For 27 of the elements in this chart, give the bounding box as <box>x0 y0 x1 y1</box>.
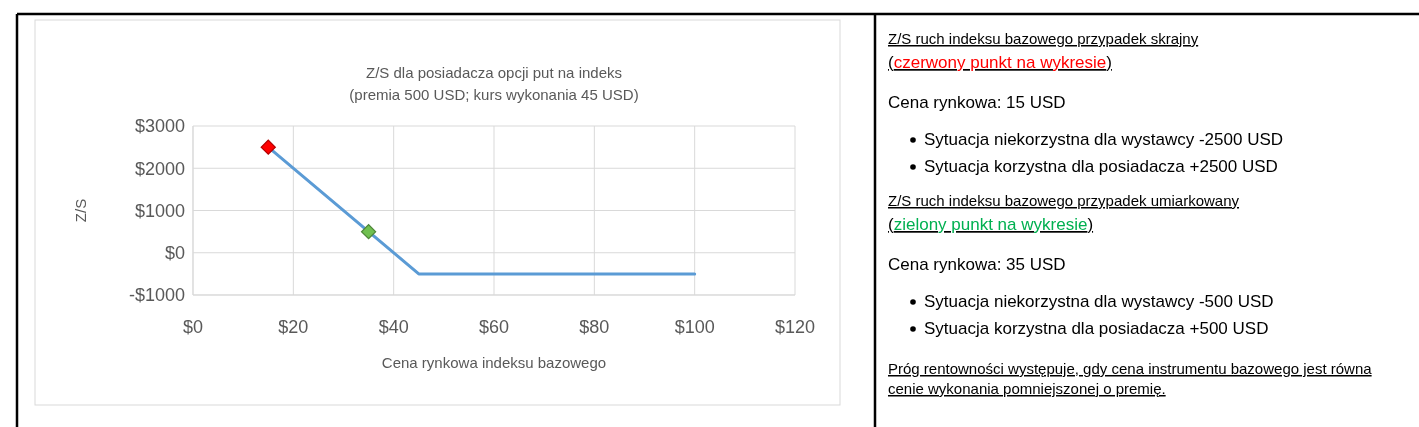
y-tick-label: $1000 <box>134 200 185 221</box>
text: Cena rynkowa: 15 USD <box>888 93 1066 112</box>
text: Sytuacja niekorzystna dla wystawcy -500 USD <box>924 292 1274 311</box>
x-tick-label: $60 <box>478 317 510 337</box>
text: Z/S ruch indeksu bazowego przypadek skrajny <box>888 30 1199 47</box>
text: (zielony punkt na wykresie) <box>888 215 1094 234</box>
text: Sytuacja niekorzystna dla wystawcy -2500 USD <box>924 130 1284 149</box>
x-tick-label: $40 <box>378 317 409 337</box>
chart-subtitle: (premia 500 USD; kurs wykonania 45 USD) <box>349 86 639 103</box>
x-tick-label: $0 <box>182 317 204 337</box>
y-axis-title: Z/S <box>72 198 89 223</box>
chart-title: Z/S dla posiadacza opcji put na indeks <box>366 64 622 81</box>
text: Z/S ruch indeksu bazowego przypadek umiarkowany <box>888 192 1240 209</box>
x-tick-label: $100 <box>674 317 715 337</box>
x-tick-label: $20 <box>278 317 309 337</box>
text: Sytuacja korzystna dla posiadacza +2500 USD <box>924 157 1278 176</box>
x-axis-title: Cena rynkowa indeksu bazowego <box>381 354 607 371</box>
text: Sytuacja korzystna dla posiadacza +500 USD <box>924 319 1269 338</box>
x-tick-label: $80 <box>579 317 610 337</box>
y-tick-label: $3000 <box>134 116 185 137</box>
y-tick-label: -$1000 <box>128 285 185 306</box>
x-tick-label: $120 <box>774 317 816 337</box>
text: Cena rynkowa: 35 USD <box>888 255 1066 274</box>
y-tick-label: $2000 <box>134 158 185 179</box>
text: Próg rentowności występuje, gdy cena instrumentu bazowego jest równa cenie wykonania pomniejszonej o premię. <box>888 360 1373 397</box>
text: (czerwony punkt na wykresie) <box>888 53 1112 72</box>
y-tick-label: $0 <box>164 243 185 264</box>
